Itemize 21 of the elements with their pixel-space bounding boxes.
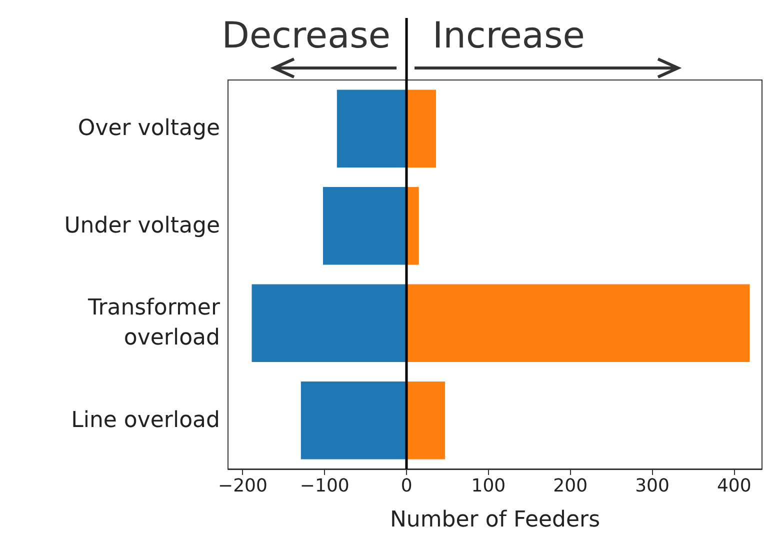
bar xyxy=(406,284,750,362)
bar xyxy=(252,284,407,362)
text: Decrease xyxy=(222,16,391,56)
x-tick-label: 0 xyxy=(400,476,412,496)
bar xyxy=(300,381,407,460)
bar xyxy=(323,186,407,265)
x-tick-label: −200 xyxy=(218,476,268,496)
bar xyxy=(406,381,446,460)
x-tick-label: 100 xyxy=(471,476,506,496)
bar xyxy=(336,90,407,168)
x-tick-label: 400 xyxy=(716,476,752,496)
y-tick-label: Over voltage xyxy=(78,116,220,142)
text: Increase xyxy=(432,16,585,56)
y-tick-label: Transformer overload xyxy=(86,296,221,351)
x-tick-label: 300 xyxy=(635,476,670,496)
x-tick-label: 200 xyxy=(553,476,588,496)
y-tick-label: Under voltage xyxy=(64,213,220,238)
y-tick-label: Line overload xyxy=(71,408,220,433)
x-tick-label: −100 xyxy=(300,476,350,496)
bar xyxy=(406,90,436,168)
x-axis-title: Number of Feeders xyxy=(390,508,600,532)
